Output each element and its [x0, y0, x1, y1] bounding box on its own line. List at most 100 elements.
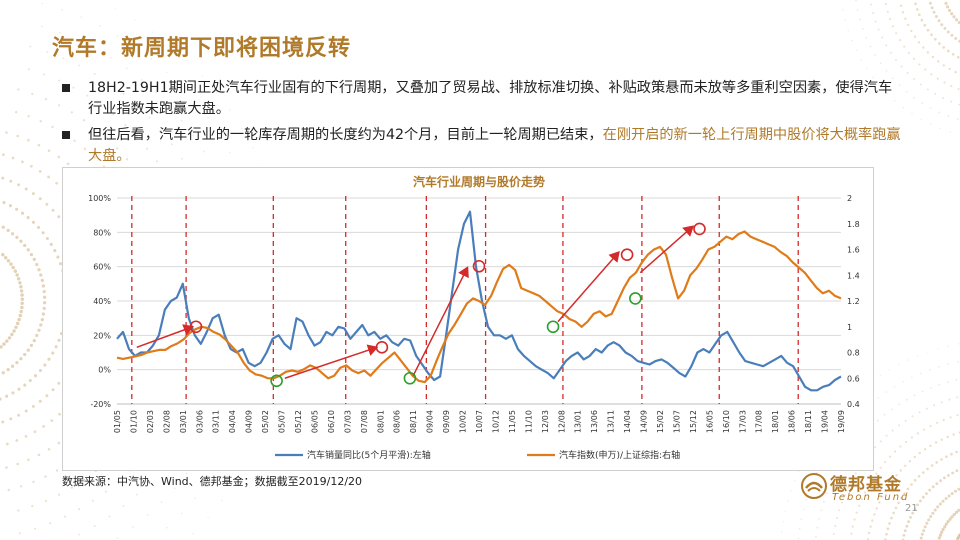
decor-dot [948, 517, 952, 521]
data-source-note: 数据来源：中汽协、Wind、德邦基金；数据截至2019/12/20 [62, 475, 363, 488]
decor-dot [907, 23, 910, 27]
x-tick-label: 02/03 [146, 410, 155, 433]
decor-dot [903, 45, 906, 48]
decor-dot [932, 10, 936, 14]
decor-dot [55, 181, 58, 185]
decor-dot [29, 252, 34, 257]
decor-dot [49, 522, 52, 525]
x-tick-label: 01/10 [129, 410, 138, 433]
decor-dot [926, 467, 929, 471]
decor-dot [947, 494, 951, 498]
decor-dot [34, 527, 37, 530]
decor-dot [854, 472, 857, 475]
decor-dot [2, 342, 6, 346]
decor-dot [19, 239, 23, 243]
decor-dot [93, 47, 96, 50]
decor-dot [919, 536, 923, 540]
x-tick-label: 05/07 [278, 410, 287, 433]
decor-dot [914, 2, 917, 6]
decor-dot [78, 64, 81, 67]
decor-dot [918, 13, 921, 17]
decor-dot [43, 363, 47, 367]
decor-dot [30, 164, 33, 168]
decor-dot [929, 107, 932, 109]
decor-dot [888, 522, 891, 525]
decor-dot [948, 67, 951, 71]
decor-dot [125, 67, 128, 70]
decor-dot [946, 30, 950, 34]
decor-dot [16, 134, 19, 138]
decor-dot [10, 332, 14, 337]
decor-dot [44, 499, 48, 503]
decor-dot [856, 9, 859, 11]
x-tick-label: 15/02 [656, 410, 665, 433]
decor-dot [930, 387, 932, 389]
decor-dot [57, 338, 61, 342]
decor-dot [954, 510, 959, 514]
decor-dot [41, 284, 46, 288]
trend-arrow [284, 344, 379, 379]
x-tick-label: 03/01 [179, 410, 188, 433]
decor-dot [889, 18, 892, 21]
x-tick-label: 09/04 [426, 410, 435, 433]
tebon-logo-icon [801, 473, 827, 499]
decor-dot [50, 419, 54, 422]
decor-dot [23, 383, 27, 387]
decor-dot [920, 118, 922, 120]
decor-dot [82, 478, 86, 481]
decor-dot [37, 268, 41, 272]
decor-dot [78, 533, 81, 536]
decor-dot [20, 485, 23, 488]
decor-dot [0, 397, 2, 401]
logo-chinese-name: 德邦基金 [830, 475, 902, 495]
bullet-text-1: 18H2-19H1期间正处汽车行业固有的下行周期，又叠加了贸易战、排放标准切换、… [88, 80, 893, 117]
decor-dot [865, 36, 868, 39]
decor-dot [929, 123, 932, 125]
x-tick-label: 07/08 [360, 410, 369, 433]
decor-dot [913, 77, 915, 80]
x-tick-label: 04/04 [228, 410, 237, 433]
decor-dot [37, 328, 41, 332]
decor-dot [911, 511, 915, 515]
decor-dot [933, 37, 937, 41]
decor-dot [948, 398, 951, 401]
decor-dot [116, 147, 119, 150]
decor-dot [91, 499, 94, 502]
decor-dot [886, 527, 890, 531]
decor-dot [902, 533, 906, 537]
decor-dot [49, 242, 53, 246]
decor-dot [930, 464, 934, 467]
decor-dot [917, 355, 919, 357]
decor-dot [899, 469, 902, 472]
x-tick-label: 14/09 [640, 410, 649, 433]
decor-dot [944, 497, 948, 500]
x-tick-label: 13/06 [590, 410, 599, 433]
decor-dot [135, 135, 138, 138]
decor-dot [917, 475, 921, 478]
decor-dot [949, 131, 952, 133]
decor-dot [847, 486, 850, 489]
peak-marker [620, 248, 634, 261]
decor-dot [941, 527, 945, 532]
decor-dot [919, 83, 922, 86]
decor-dot [873, 513, 876, 516]
decor-dot [38, 399, 42, 403]
decor-dot [38, 368, 42, 373]
decor-dot [879, 84, 881, 87]
decor-dot [940, 438, 943, 441]
decor-dot [38, 197, 42, 201]
decor-dot [47, 149, 51, 152]
decor-dot [894, 506, 898, 510]
company-logo: 德邦基金 Tebon Fund [800, 470, 950, 510]
decor-dot [815, 535, 817, 538]
decor-dot [168, 105, 171, 108]
decor-dot [146, 147, 149, 150]
decor-dot [148, 116, 151, 119]
decor-dot [875, 507, 878, 510]
decor-dot [879, 466, 882, 469]
decor-dot [18, 532, 21, 535]
decor-dot [218, 134, 221, 136]
decor-dot [901, 11, 905, 14]
decor-dot [898, 364, 900, 366]
decor-dot [956, 414, 959, 417]
